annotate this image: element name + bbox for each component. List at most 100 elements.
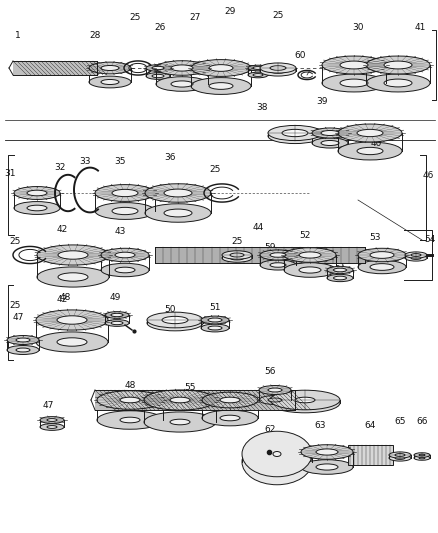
Text: 26: 26: [154, 23, 166, 33]
Ellipse shape: [144, 412, 216, 432]
Ellipse shape: [295, 397, 315, 403]
Ellipse shape: [370, 264, 394, 270]
Ellipse shape: [295, 400, 315, 406]
Ellipse shape: [152, 74, 164, 78]
Bar: [95, 390, 295, 410]
Ellipse shape: [105, 320, 129, 326]
Text: 36: 36: [164, 154, 176, 163]
Ellipse shape: [284, 263, 336, 277]
Ellipse shape: [357, 147, 383, 155]
Ellipse shape: [202, 410, 258, 426]
Ellipse shape: [299, 252, 321, 258]
Text: 43: 43: [114, 228, 126, 237]
Ellipse shape: [384, 61, 412, 69]
Text: 25: 25: [129, 13, 141, 22]
Ellipse shape: [230, 256, 244, 260]
Text: 65: 65: [394, 417, 406, 426]
Ellipse shape: [171, 65, 193, 71]
Ellipse shape: [145, 184, 211, 202]
Ellipse shape: [120, 417, 140, 423]
Text: 25: 25: [231, 238, 243, 246]
Ellipse shape: [120, 397, 140, 403]
Text: 31: 31: [4, 168, 16, 177]
Text: 25: 25: [9, 238, 21, 246]
Ellipse shape: [338, 142, 402, 160]
Ellipse shape: [111, 313, 123, 317]
Ellipse shape: [270, 69, 286, 73]
Text: 25: 25: [272, 11, 284, 20]
Ellipse shape: [301, 445, 353, 459]
Ellipse shape: [333, 276, 346, 280]
Ellipse shape: [270, 253, 286, 257]
Text: 54: 54: [424, 236, 436, 245]
Ellipse shape: [358, 260, 406, 274]
Ellipse shape: [112, 189, 138, 197]
Ellipse shape: [209, 64, 233, 71]
Ellipse shape: [89, 62, 131, 74]
Ellipse shape: [156, 61, 208, 75]
Ellipse shape: [270, 393, 340, 413]
Ellipse shape: [112, 207, 138, 215]
Text: 42: 42: [57, 225, 67, 235]
Text: 48: 48: [124, 381, 136, 390]
Ellipse shape: [101, 66, 119, 70]
Ellipse shape: [260, 250, 296, 260]
Ellipse shape: [260, 66, 296, 76]
Ellipse shape: [36, 310, 108, 330]
Ellipse shape: [384, 79, 412, 87]
Ellipse shape: [322, 74, 386, 92]
Ellipse shape: [316, 464, 338, 470]
Ellipse shape: [37, 267, 109, 287]
Ellipse shape: [395, 457, 405, 459]
Ellipse shape: [57, 338, 87, 346]
Ellipse shape: [101, 248, 149, 262]
Ellipse shape: [57, 316, 87, 324]
Ellipse shape: [191, 60, 251, 76]
Ellipse shape: [111, 321, 123, 325]
Ellipse shape: [366, 56, 430, 74]
Ellipse shape: [312, 128, 348, 138]
Ellipse shape: [146, 64, 170, 71]
Text: 1: 1: [15, 30, 21, 39]
Ellipse shape: [209, 83, 233, 90]
Ellipse shape: [370, 252, 394, 259]
Ellipse shape: [147, 312, 203, 328]
Ellipse shape: [37, 245, 109, 265]
Ellipse shape: [268, 125, 322, 141]
Ellipse shape: [202, 392, 258, 408]
Ellipse shape: [327, 274, 353, 281]
Text: 62: 62: [264, 425, 276, 434]
Ellipse shape: [405, 252, 427, 258]
Ellipse shape: [259, 385, 291, 394]
Ellipse shape: [253, 74, 263, 76]
Ellipse shape: [242, 431, 312, 477]
Text: 29: 29: [224, 7, 236, 17]
Ellipse shape: [101, 79, 119, 85]
Ellipse shape: [95, 184, 155, 201]
Ellipse shape: [248, 72, 268, 78]
Text: 51: 51: [334, 263, 346, 272]
Ellipse shape: [282, 132, 308, 140]
Ellipse shape: [95, 203, 155, 220]
Ellipse shape: [89, 76, 131, 88]
Ellipse shape: [333, 268, 346, 272]
Text: 44: 44: [252, 223, 264, 232]
Ellipse shape: [340, 79, 368, 87]
Ellipse shape: [270, 66, 286, 70]
Ellipse shape: [170, 397, 190, 403]
Ellipse shape: [248, 65, 268, 71]
Ellipse shape: [270, 263, 286, 267]
Ellipse shape: [14, 201, 60, 214]
Ellipse shape: [340, 61, 368, 69]
Ellipse shape: [260, 260, 296, 270]
Ellipse shape: [146, 72, 170, 79]
Ellipse shape: [115, 252, 135, 258]
Ellipse shape: [201, 316, 229, 324]
Ellipse shape: [273, 459, 281, 464]
Ellipse shape: [47, 418, 57, 422]
Ellipse shape: [27, 205, 47, 211]
Ellipse shape: [405, 255, 427, 261]
Text: 38: 38: [256, 103, 268, 112]
Text: 59: 59: [264, 244, 276, 253]
Ellipse shape: [115, 267, 135, 273]
